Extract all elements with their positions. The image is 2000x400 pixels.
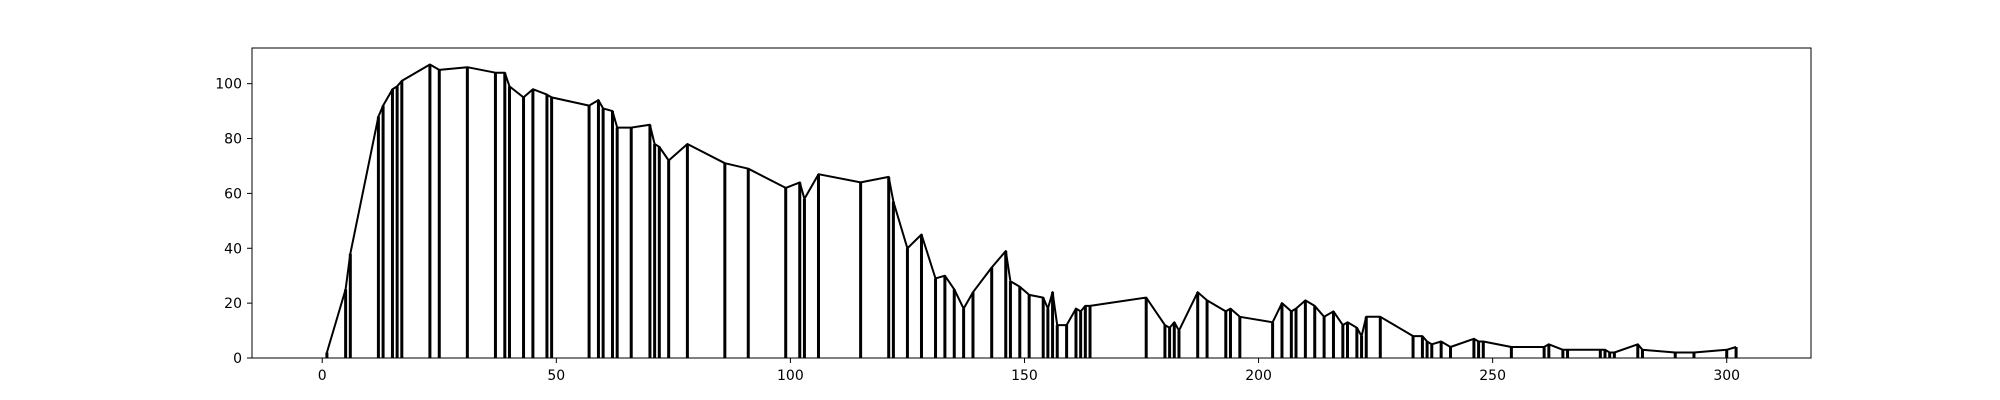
y-tick-label: 100 — [215, 77, 242, 93]
x-tick-label: 250 — [1479, 368, 1506, 384]
y-tick-label: 0 — [233, 351, 242, 367]
y-tick-label: 80 — [224, 132, 242, 148]
series-group — [325, 63, 1737, 354]
x-tick-label: 50 — [547, 368, 565, 384]
y-tick-label: 40 — [224, 241, 242, 257]
x-tick-label: 0 — [318, 368, 327, 384]
drop-lines — [325, 64, 1738, 358]
x-tick-label: 300 — [1713, 368, 1740, 384]
plot-area — [252, 48, 1811, 358]
y-tick-label: 20 — [224, 296, 242, 312]
x-tick-label: 150 — [1011, 368, 1038, 384]
x-tick-label: 100 — [777, 368, 804, 384]
y-tick-label: 60 — [224, 186, 242, 202]
axes: 0 50 100 150 200 250 300 0 20 40 60 80 100 — [215, 47, 1812, 384]
plot-background — [252, 48, 1811, 358]
x-tick-label: 200 — [1245, 368, 1272, 384]
plot-frame — [251, 47, 1812, 359]
series-line-0 — [325, 63, 1737, 354]
